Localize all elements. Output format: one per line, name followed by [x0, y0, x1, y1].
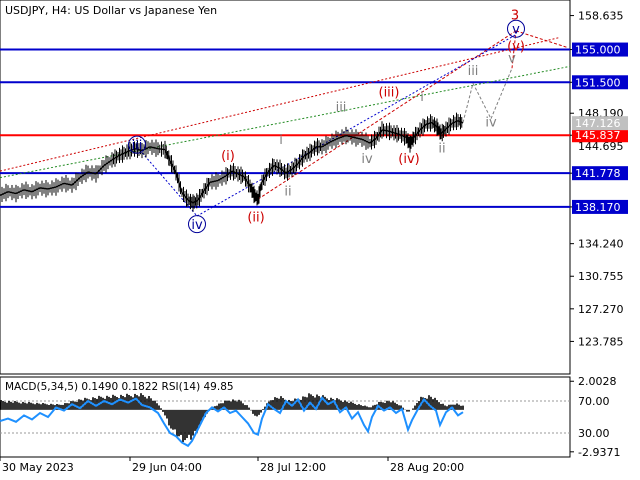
rsi-level-label: 30.00 — [578, 427, 610, 440]
wave-label: iii — [468, 64, 479, 79]
chart-title: USDJPY, H4: US Dollar vs Japanese Yen — [5, 4, 217, 17]
time-tick-label: 28 Aug 20:00 — [390, 461, 464, 474]
price-tick-label: 130.755 — [578, 270, 624, 283]
forecast-path — [462, 83, 474, 123]
wave-label: i — [420, 90, 424, 105]
wave-label-circle — [507, 19, 525, 38]
level-price-tag — [572, 199, 628, 214]
forecast-path — [472, 82, 492, 119]
time-tick-label: 29 Jun 04:00 — [132, 461, 202, 474]
level-price-label: 155.000 — [575, 44, 621, 57]
level-price-label: 145.837 — [575, 129, 621, 142]
price-tick-label: 134.240 — [578, 238, 624, 251]
rsi-line-layer — [0, 396, 464, 448]
wave-label: iv — [361, 152, 373, 167]
wave-label: ii — [438, 141, 445, 156]
level-price-label: 141.778 — [575, 167, 621, 180]
price-tick-label: 158.635 — [578, 10, 624, 23]
wave-label: (iii) — [379, 85, 400, 100]
price-tick-label: 127.270 — [578, 303, 624, 316]
wave-label: iv — [485, 115, 497, 130]
indicator-pane-border — [0, 376, 571, 458]
wave-label: iii — [336, 100, 347, 115]
indicator-label: MACD(5,34,5) 0.1490 0.1822 RSI(14) 49.85 — [5, 381, 234, 393]
wave-label: (iv) — [398, 152, 419, 167]
level-price-tag — [572, 42, 628, 57]
wave-label: ii — [284, 184, 291, 199]
forecast-path — [515, 30, 569, 49]
wave-label: iii — [132, 139, 143, 154]
indicator-tick-label: 2.0028 — [578, 375, 617, 388]
price-tick-label: 144.695 — [578, 140, 624, 153]
wave-labels-layer: iiiiv(i)(ii)iiiiiiiv(iii)(iv)iiiiiiiv(v)… — [128, 9, 525, 234]
rsi-level-label: 70.00 — [578, 395, 610, 408]
wave-label: v — [508, 52, 516, 67]
rsi-line — [0, 396, 464, 448]
indicator-pane: MACD(5,34,5) 0.1490 0.1822 RSI(14) 49.85 — [0, 376, 571, 458]
wave-label: (v) — [507, 40, 525, 55]
wave-label: 3 — [511, 9, 519, 24]
level-price-tag — [572, 166, 628, 181]
level-price-tag — [572, 75, 628, 90]
wave-label: iv — [191, 218, 203, 233]
level-price-tag — [572, 128, 628, 143]
trend-channel-mid — [0, 65, 571, 179]
price-series-layer — [0, 112, 464, 212]
main-chart-border — [0, 0, 571, 375]
wave-label: v — [512, 23, 520, 38]
time-tick-label: 30 May 2023 — [2, 461, 74, 474]
levels-layer — [0, 48, 570, 208]
time-axis[interactable]: 30 May 2023 29 Jun 04:00 28 Jul 12:00 28 Au… — [0, 457, 464, 474]
indicator-tick-label: -2.9371 — [578, 446, 620, 459]
wave-label-circle — [188, 215, 206, 234]
wave-label: i — [279, 133, 283, 148]
level-price-label: 151.500 — [575, 76, 621, 89]
wave-label-circle — [128, 135, 146, 154]
indicator-axis[interactable]: 2.0028 -2.9371 70.00 30.00 — [570, 375, 620, 459]
current-price-tag — [572, 116, 628, 131]
wave-label: (ii) — [247, 211, 264, 226]
time-tick-label: 28 Jul 12:00 — [260, 461, 326, 474]
level-price-label: 138.170 — [575, 201, 621, 214]
wave-label: (i) — [221, 149, 235, 164]
price-axis[interactable]: 158.635155.000151.500148.190145.837141.7… — [570, 10, 628, 349]
price-tick-label: 123.785 — [578, 335, 624, 348]
main-price-chart: iiiiv(i)(ii)iiiiiiiv(iii)(iv)iiiiiiiv(v)… — [0, 0, 571, 375]
current-price-label: 147.126 — [575, 117, 621, 130]
forecast-path — [490, 68, 513, 119]
